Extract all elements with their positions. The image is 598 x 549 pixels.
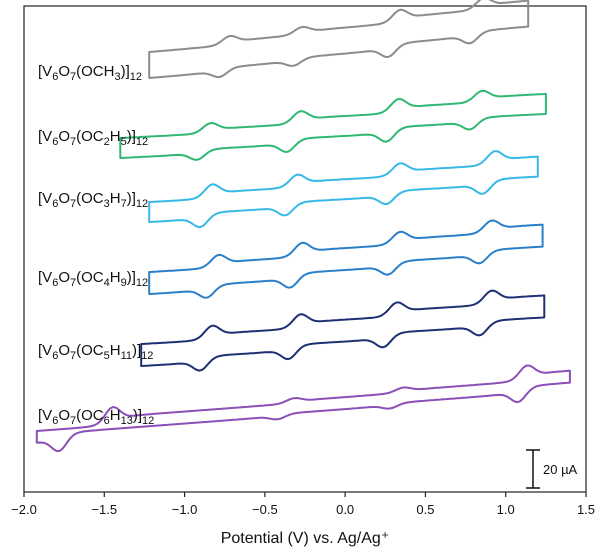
cv-curve-3 xyxy=(148,150,539,229)
x-tick-label: −1.5 xyxy=(91,502,117,517)
cv-curve-5 xyxy=(140,289,546,372)
x-tick-label: −1.0 xyxy=(172,502,198,517)
x-tick-label: −2.0 xyxy=(11,502,37,517)
scale-bar-label: 20 µA xyxy=(543,462,578,477)
cv-curves xyxy=(35,0,571,453)
x-axis-title: Potential (V) vs. Ag/Ag⁺ xyxy=(221,530,390,547)
x-tick-label: 1.0 xyxy=(497,502,515,517)
scale-bar: 20 µA xyxy=(526,449,578,489)
cv-curve-label-3: [V6O7(OC3H7)]12 xyxy=(38,190,148,210)
x-axis-ticks: −2.0 −1.5 −1.0 −0.5 0.0 0.5 1.0 1.5 xyxy=(11,492,595,517)
x-tick-label: −0.5 xyxy=(252,502,278,517)
cv-curve-6 xyxy=(35,364,571,453)
cv-curve-4 xyxy=(148,219,544,299)
x-tick-label: 0.0 xyxy=(336,502,354,517)
cv-curve-label-4: [V6O7(OC4H9)]12 xyxy=(38,269,148,289)
cv-curve-label-2: [V6O7(OC2H5)]12 xyxy=(38,128,148,148)
x-tick-label: 0.5 xyxy=(416,502,434,517)
cv-curve-label-5: [V6O7(OC5H11)]12 xyxy=(38,342,153,362)
cv-curve-label-6: [V6O7(OC6H13)]12 xyxy=(38,407,154,427)
cv-curve-1 xyxy=(148,0,530,79)
cv-curve-label-1: [V6O7(OCH3)]12 xyxy=(38,63,142,83)
cv-labels: [V6O7(OCH3)]12 [V6O7(OC2H5)]12 [V6O7(OC3H7… xyxy=(38,63,154,427)
cv-curve-2 xyxy=(119,89,547,161)
x-tick-label: 1.5 xyxy=(577,502,595,517)
plot-frame xyxy=(23,5,587,493)
